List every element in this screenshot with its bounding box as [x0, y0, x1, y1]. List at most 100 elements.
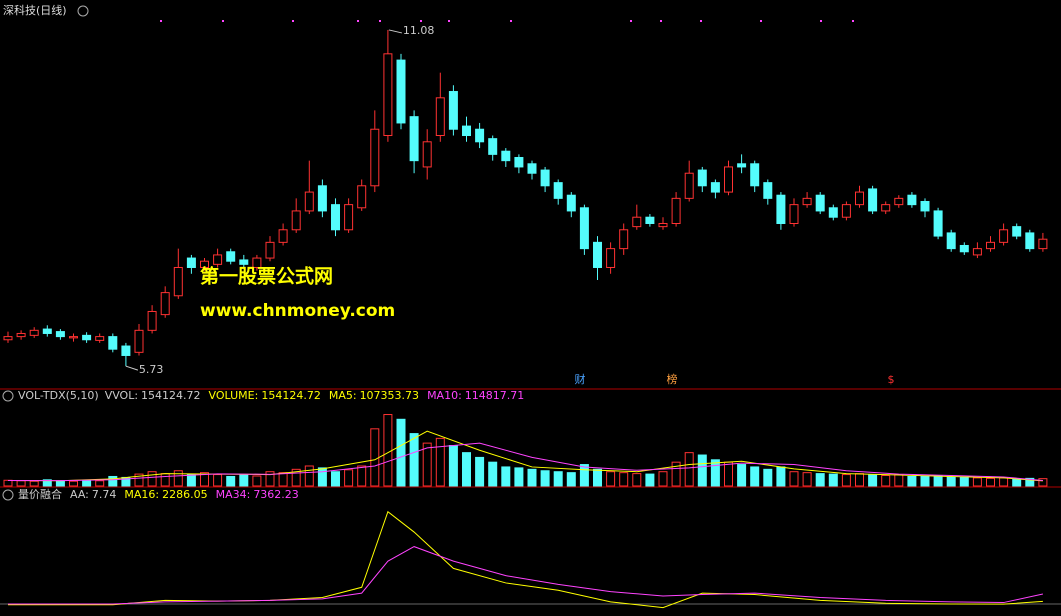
volume-bar	[134, 473, 144, 487]
volume-bar	[422, 442, 432, 487]
candle-body	[1025, 232, 1035, 250]
candle-body	[69, 336, 78, 339]
candle-body	[213, 254, 223, 265]
candle-body	[331, 204, 340, 231]
volume-bar	[868, 474, 878, 487]
top-dot	[630, 20, 632, 22]
volume-bar	[776, 466, 786, 487]
volume-bar	[684, 452, 694, 487]
volume-bar	[828, 473, 838, 487]
volume-bar	[710, 459, 720, 487]
candle-body	[986, 241, 995, 250]
candle-body	[579, 207, 589, 250]
top-dot	[852, 20, 854, 22]
header-text: MA10:	[427, 389, 462, 402]
volume-bar	[514, 467, 524, 487]
volume-bar	[815, 473, 825, 487]
candle-body	[671, 197, 681, 224]
volume-bar	[658, 471, 668, 487]
volume-bar	[226, 475, 236, 487]
volume-bar	[959, 476, 969, 487]
candle-body	[959, 244, 969, 253]
volume-bar	[331, 471, 340, 487]
low-label: 5.73	[139, 363, 164, 376]
candle-body	[291, 210, 301, 231]
volume-bar	[999, 477, 1009, 487]
volume-bar	[396, 418, 406, 487]
volume-bar	[632, 473, 642, 487]
volume-bar	[1038, 478, 1048, 487]
candle-body	[475, 128, 485, 143]
volume-bar	[252, 475, 262, 487]
top-dot	[760, 20, 762, 22]
high-label: 11.08	[403, 24, 435, 37]
indicator-line	[8, 546, 1044, 605]
top-dot	[660, 20, 662, 22]
candle-body	[802, 197, 812, 206]
header-text: 107353.73	[360, 389, 420, 402]
candle-body	[724, 166, 733, 193]
candle-body	[200, 260, 209, 268]
candle-body	[855, 191, 864, 206]
candle-body	[226, 251, 236, 262]
volume-bar	[265, 471, 275, 487]
top-dot	[160, 20, 162, 22]
volume-bar	[462, 452, 471, 487]
event-marker: $	[888, 373, 895, 386]
volume-bar	[147, 471, 157, 487]
header-text: VVOL:	[105, 389, 138, 402]
volume-bar	[841, 474, 851, 487]
volume-bar	[291, 468, 301, 487]
volume-bar	[357, 465, 367, 487]
candle-body	[553, 182, 563, 199]
volume-bar	[645, 473, 655, 487]
candle-body	[710, 182, 720, 193]
volume-bar	[671, 461, 681, 487]
candle-body	[121, 345, 131, 356]
volume-bar	[789, 471, 799, 487]
header-text: 7.74	[92, 488, 117, 501]
header-text: MA34:	[216, 488, 251, 501]
volume-bar	[566, 472, 576, 487]
volume-bar	[108, 475, 118, 487]
header-text: VOLUME:	[209, 389, 259, 402]
candle-body	[841, 204, 851, 218]
volume-bar	[173, 470, 183, 487]
volume-bar	[304, 465, 314, 487]
candle-body	[160, 292, 170, 316]
candle-body	[304, 191, 314, 212]
volume-bar	[69, 480, 78, 487]
candle-body	[789, 204, 799, 224]
candle-body	[186, 257, 196, 268]
volume-bar	[553, 471, 563, 487]
candle-body	[239, 259, 249, 265]
header-text: VOL-TDX(5,10)	[18, 389, 99, 402]
volume-bar	[409, 433, 419, 487]
volume-bar	[42, 479, 52, 487]
volume-bar	[186, 473, 196, 487]
volume-bar	[933, 475, 943, 487]
candle-body	[55, 331, 65, 338]
candle-body	[173, 266, 183, 297]
volume-bar	[986, 477, 995, 487]
indicator-line	[7, 430, 1043, 482]
candle-body	[134, 329, 144, 353]
top-dot	[700, 20, 702, 22]
volume-bar	[95, 480, 105, 487]
candle-body	[566, 194, 576, 212]
top-dot	[420, 20, 422, 22]
candle-body	[776, 194, 786, 224]
candle-body	[763, 182, 773, 199]
candle-body	[409, 116, 419, 162]
volume-bar	[488, 461, 498, 487]
volume-bar	[317, 467, 327, 487]
header-text: MA5:	[329, 389, 357, 402]
indicator-line	[7, 442, 1043, 482]
top-dot	[820, 20, 822, 22]
header-text: 2286.05	[162, 488, 208, 501]
volume-bar	[278, 472, 288, 487]
volume-bar	[200, 472, 209, 487]
candle-body	[265, 241, 275, 259]
candle-body	[95, 336, 105, 341]
volume-bar	[448, 445, 458, 487]
